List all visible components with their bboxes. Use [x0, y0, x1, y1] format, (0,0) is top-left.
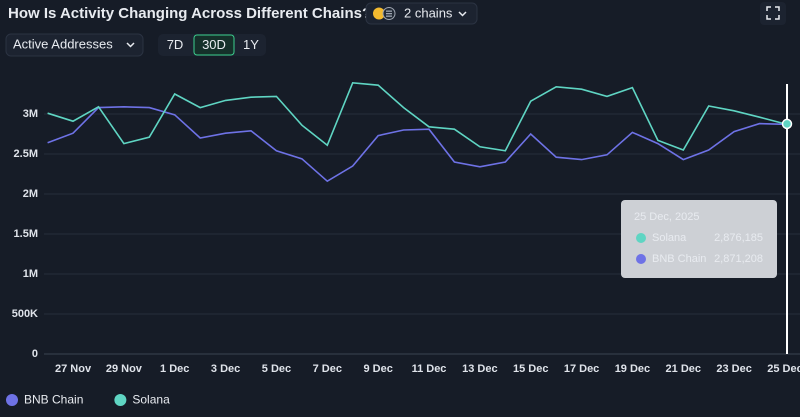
y-tick-label: 1M: [23, 268, 38, 280]
x-tick-label: 25 Dec: [767, 363, 800, 375]
chart-title: How Is Activity Changing Across Differen…: [8, 5, 371, 22]
series-line: [47, 105, 786, 183]
tooltip: [621, 200, 777, 278]
range-button[interactable]: 1Y: [243, 37, 259, 52]
expand-button[interactable]: [760, 2, 786, 25]
tooltip-swatch: [636, 254, 646, 264]
metric-label: Active Addresses: [13, 36, 113, 51]
chains-label: 2 chains: [404, 5, 453, 20]
x-tick-label: 23 Dec: [716, 363, 751, 375]
tooltip-title: 25 Dec, 2025: [634, 211, 699, 223]
y-tick-label: 500K: [12, 308, 38, 320]
range-button[interactable]: 7D: [167, 37, 184, 52]
x-tick-label: 29 Nov: [106, 363, 143, 375]
y-tick-label: 3M: [23, 108, 38, 120]
x-tick-label: 5 Dec: [262, 363, 291, 375]
tooltip-series-name: BNB Chain: [652, 253, 706, 265]
chain-selector[interactable]: 2 chains: [365, 2, 478, 25]
x-tick-label: 19 Dec: [615, 363, 650, 375]
y-tick-label: 0: [32, 348, 38, 360]
tooltip-value: 2,871,208: [714, 253, 763, 265]
hover-point: [781, 118, 793, 130]
tooltip-series-name: Solana: [652, 232, 687, 244]
legend-swatch[interactable]: [6, 394, 18, 406]
y-tick-label: 2.5M: [14, 148, 38, 160]
x-tick-label: 1 Dec: [160, 363, 189, 375]
x-tick-label: 27 Nov: [55, 363, 92, 375]
range-active: [193, 34, 235, 56]
x-tick-label: 21 Dec: [666, 363, 701, 375]
series-line: [47, 81, 786, 152]
metric-dropdown[interactable]: Active Addresses: [5, 33, 144, 57]
y-tick-label: 1.5M: [14, 228, 38, 240]
x-tick-label: 11 Dec: [412, 363, 447, 375]
tooltip-value: 2,876,185: [714, 232, 763, 244]
legend-label[interactable]: Solana: [132, 393, 170, 407]
legend-swatch[interactable]: [114, 394, 127, 406]
x-tick-label: 3 Dec: [211, 363, 240, 375]
range-button[interactable]: 30D: [202, 37, 226, 52]
tooltip-swatch: [636, 233, 646, 243]
x-tick-label: 7 Dec: [313, 363, 342, 375]
legend-label[interactable]: BNB Chain: [24, 393, 83, 407]
y-tick-label: 2M: [23, 188, 38, 200]
x-tick-label: 9 Dec: [363, 363, 392, 375]
x-tick-label: 17 Dec: [564, 363, 599, 375]
x-tick-label: 15 Dec: [513, 363, 548, 375]
x-tick-label: 13 Dec: [462, 363, 497, 375]
